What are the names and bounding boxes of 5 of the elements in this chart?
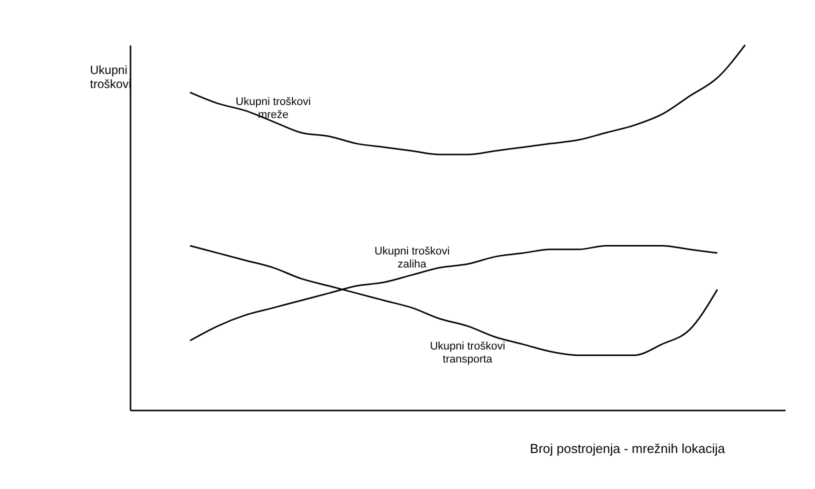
y-axis-title: Ukupni troškovi [90,63,132,91]
x-axis-title: Broj postrojenja - mrežnih lokacija [530,441,726,456]
series-label: Ukupni troškovi mreže [236,96,311,122]
series-label: Ukupni troškovi zaliha [374,246,450,271]
series-label: Ukupni troškovi transporta [430,340,506,366]
